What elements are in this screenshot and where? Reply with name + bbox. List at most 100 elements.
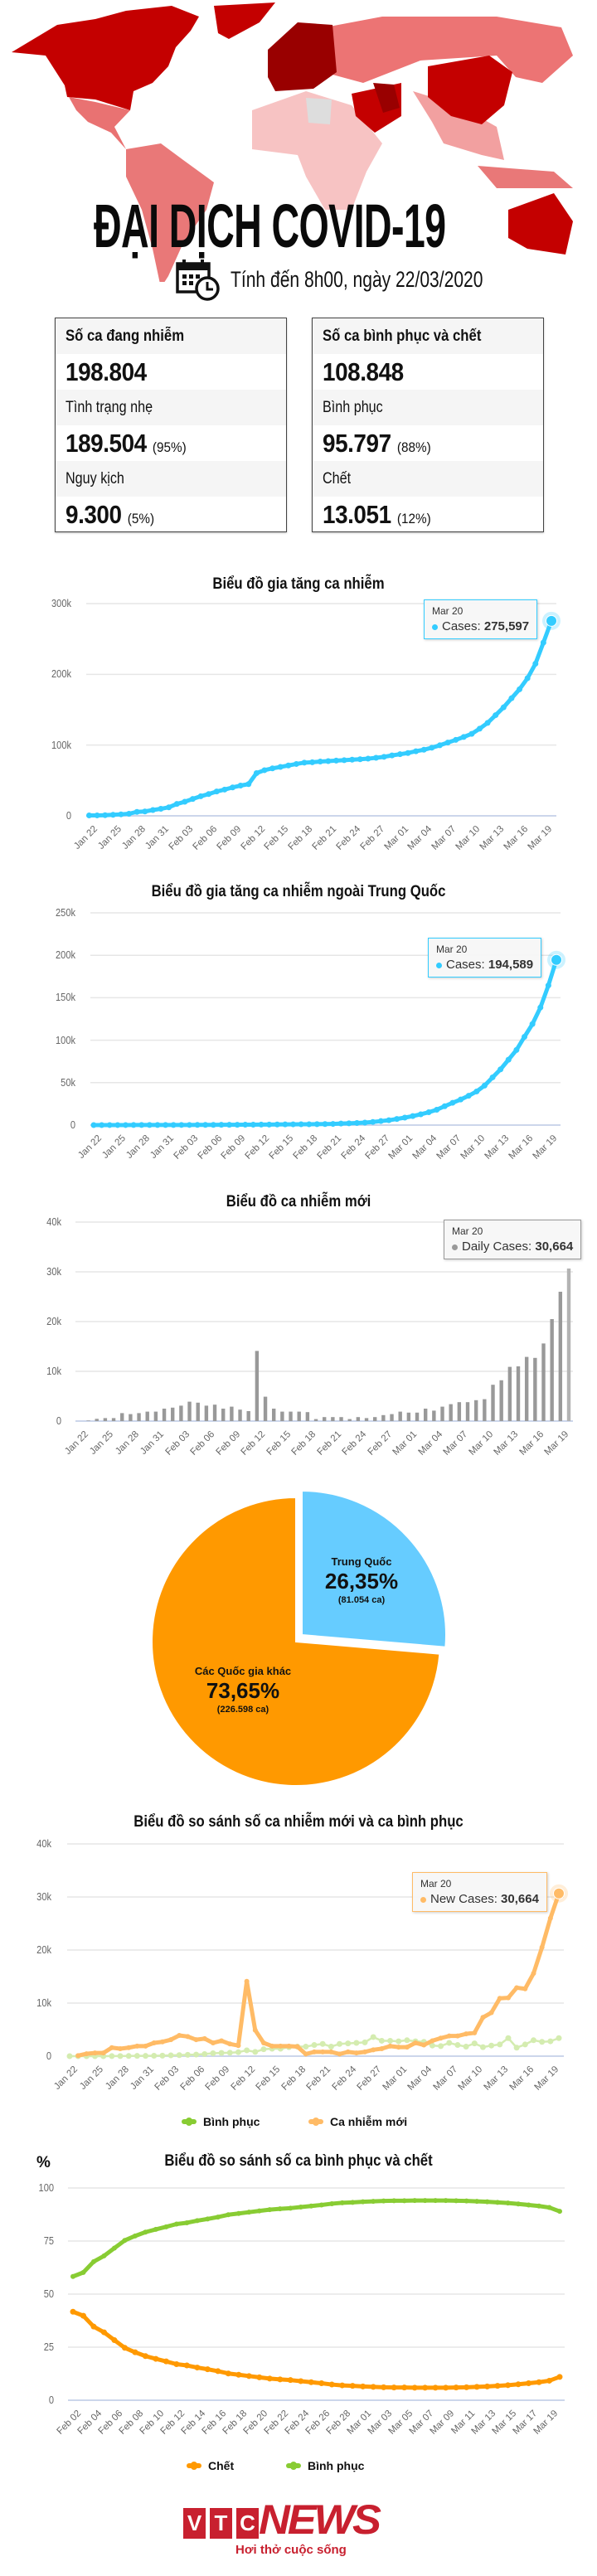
data-point [322,1121,328,1128]
bar [246,1411,250,1421]
data-point [505,1995,511,2001]
legend-label: Chết [208,2459,235,2472]
bar [313,1419,318,1421]
data-point [277,2376,284,2383]
data-point [537,1004,544,1011]
data-point [237,783,244,789]
data-point [339,2382,346,2389]
data-point [514,1985,520,1991]
bar [372,1417,377,1421]
chart-daily-cases-title: Biểu đồ ca nhiễm mới [226,1193,371,1210]
tooltip-value-line: Daily Cases: 30,664 [452,1239,573,1254]
bar [297,1411,301,1421]
legend-item[interactable]: Chết [187,2459,234,2472]
tooltip-value: 275,597 [483,619,530,633]
data-point [234,1122,240,1128]
critical-pct: (5%) [127,510,155,526]
data-point [311,2042,318,2049]
data-point [99,1122,105,1128]
y-tick-label: 300k [51,597,71,609]
y-tick-label: 0 [46,2050,51,2062]
tooltip-value-line: Cases: 194,589 [436,958,533,972]
data-point [274,1121,280,1128]
data-point [404,2037,410,2044]
data-point [170,1122,177,1128]
data-point [479,2044,486,2050]
data-point [389,752,396,759]
data-point [505,1056,512,1063]
mild-pct: (95%) [152,439,187,455]
data-point [193,2051,200,2058]
data-point [436,742,443,749]
data-point [463,2043,469,2050]
data-point [349,756,356,763]
data-point [536,2203,542,2209]
y-tick-label: 0 [48,2394,54,2406]
data-point [202,1122,209,1128]
data-point [473,1088,480,1094]
data-point [266,2375,273,2382]
data-point [471,2040,478,2047]
data-point [303,2051,308,2057]
data-point [526,2202,531,2208]
data-point [75,2053,81,2059]
data-point [413,748,420,754]
map-greenland [214,2,275,39]
bar [381,1414,386,1421]
data-point [332,757,339,764]
data-point [401,2198,407,2204]
map-russia-asia [325,17,573,83]
series-dot-icon [436,962,442,968]
data-point [515,2381,522,2388]
data-point [114,1122,121,1128]
data-point [143,2053,149,2059]
deaths-value: 13.051 [323,499,391,529]
bar [272,1409,276,1421]
pie-slice-count: (226.598 ca) [216,1705,269,1715]
data-point [303,2043,309,2050]
data-point [197,793,204,799]
legend-item[interactable]: Ca nhiễm mới [308,2115,407,2128]
data-point [319,2040,326,2047]
data-point [313,1121,320,1128]
bar [364,1418,369,1421]
data-point [90,2258,96,2264]
data-point [547,2038,554,2045]
data-point [250,1121,256,1128]
data-point [210,2040,216,2045]
data-point [529,1021,536,1027]
data-point [410,1113,416,1119]
data-point [556,2374,563,2380]
series-dot-icon [420,1896,426,1903]
data-point [163,1122,169,1128]
legend-label: Bình phục [203,2115,260,2128]
map-indonesia [478,166,573,188]
pie-slice-percent: 26,35% [324,1569,399,1594]
data-point [138,1122,145,1128]
data-point [325,758,332,764]
data-point [458,1096,464,1103]
data-point [330,1121,337,1128]
data-point [80,2269,86,2275]
data-point [260,2046,267,2053]
y-tick-label: 40k [46,1215,61,1228]
data-point [149,807,156,813]
mild-label: Tình trạng nhẹ [66,398,153,416]
data-point [377,1118,384,1124]
data-point [235,2371,242,2378]
chart-new-vs-recovered-title: Biểu đồ so sánh số ca nhiễm mới và ca bì… [133,1813,464,1831]
data-point [362,2049,368,2054]
data-point [444,740,451,746]
tooltip-value-line: New Cases: 30,664 [420,1892,539,1906]
data-point [122,2238,128,2244]
data-point [151,2052,158,2059]
legend-item[interactable]: Bình phục [182,2115,260,2128]
legend-item[interactable]: Bình phục [286,2459,364,2472]
logo-word: NEWS [259,2496,381,2543]
data-point [111,2337,118,2344]
data-point [133,808,140,815]
data-point [153,2226,158,2232]
data-point [386,1117,392,1123]
data-point [194,2218,200,2224]
data-point [532,661,539,667]
